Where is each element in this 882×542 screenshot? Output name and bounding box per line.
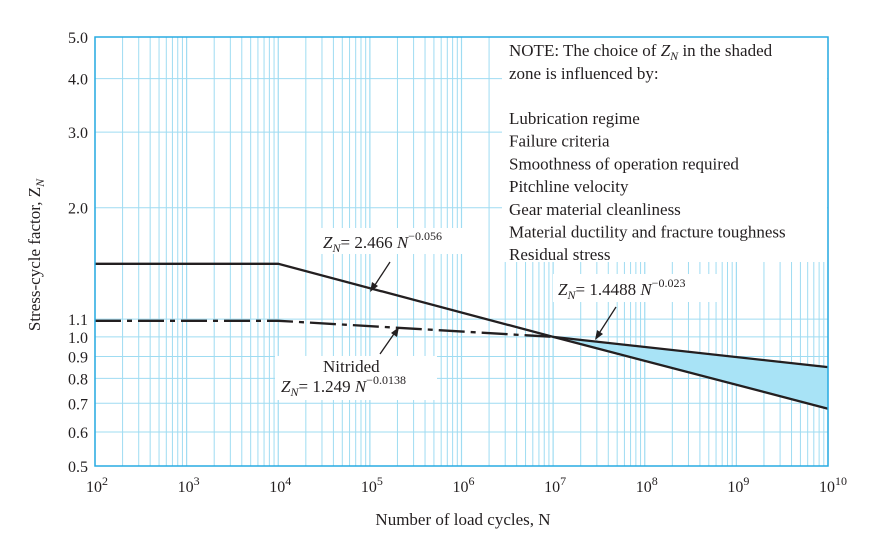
equation-backgrounds [275,228,717,400]
note-background [502,37,827,262]
eq3-arrowhead [391,327,399,337]
annotations: ZN= 2.466 N−0.056 ZN= 1.4488 N−0.023 Nit… [281,229,685,399]
eq3-background [275,356,437,400]
x-tick-label: 104 [269,474,291,496]
y-tick-label: 2.0 [68,201,88,218]
eq1-label: ZN= 2.466 N−0.056 [323,229,442,255]
note-item: Material ductility and fracture toughnes… [509,223,786,242]
eq2-arrow [597,306,617,336]
note-items: Lubrication regime Failure criteria Smooth… [509,109,786,264]
y-tick-label: 0.6 [68,425,88,442]
note-box: NOTE: The choice of ZN in the shaded zon… [502,37,827,264]
series-line-2 [95,319,554,339]
note-item: Smoothness of operation required [509,154,739,173]
series-line-1 [95,262,829,410]
x-tick-label: 107 [544,474,566,496]
y-tick-label: 0.9 [68,349,88,366]
y-tick-label: 0.5 [68,459,88,476]
y-tick-label: 4.0 [68,72,88,89]
x-tick-label: 108 [636,474,658,496]
eq2-label: ZN= 1.4488 N−0.023 [558,276,685,302]
eq3-arrow [379,330,397,355]
x-tick-label: 1010 [819,474,847,496]
x-tick-label: 105 [361,474,383,496]
plot-frame [94,36,829,467]
eq1-arrow [372,261,391,289]
series-lines [95,262,829,410]
y-axis-label: Stress-cycle factor, ZN [25,178,47,331]
x-tick-label: 103 [178,474,200,496]
y-tick-label: 1.0 [68,330,88,347]
x-tick-label: 102 [86,474,108,496]
note-item: Pitchline velocity [509,177,629,196]
eq3-label: ZN= 1.249 N−0.0138 [281,373,406,399]
series-line-3 [552,335,829,369]
note-item: Gear material cleanliness [509,200,681,219]
y-tick-label: 5.0 [68,30,88,47]
x-tick-label: 109 [727,474,749,496]
y-tick-label: 1.1 [68,312,88,329]
note-item: Failure criteria [509,132,610,151]
eq2-background [553,274,717,302]
plot-frame-rect [94,36,829,467]
y-tick-label: 3.0 [68,125,88,142]
eq1-arrowhead [370,282,378,292]
note-line-2: zone is influenced by: [509,64,659,83]
eq1-background [318,228,486,254]
eq2-arrowhead [595,330,603,340]
note-item: Residual stress [509,245,611,264]
note-line-1: NOTE: The choice of ZN in the shaded [509,41,773,63]
y-tick-label: 0.8 [68,371,88,388]
x-tick-label: 106 [453,474,475,496]
x-axis-label: Number of load cycles, N [375,510,550,529]
y-tick-label: 0.7 [68,396,88,413]
nitrided-label: Nitrided [323,357,380,376]
note-item: Lubrication regime [509,109,640,128]
